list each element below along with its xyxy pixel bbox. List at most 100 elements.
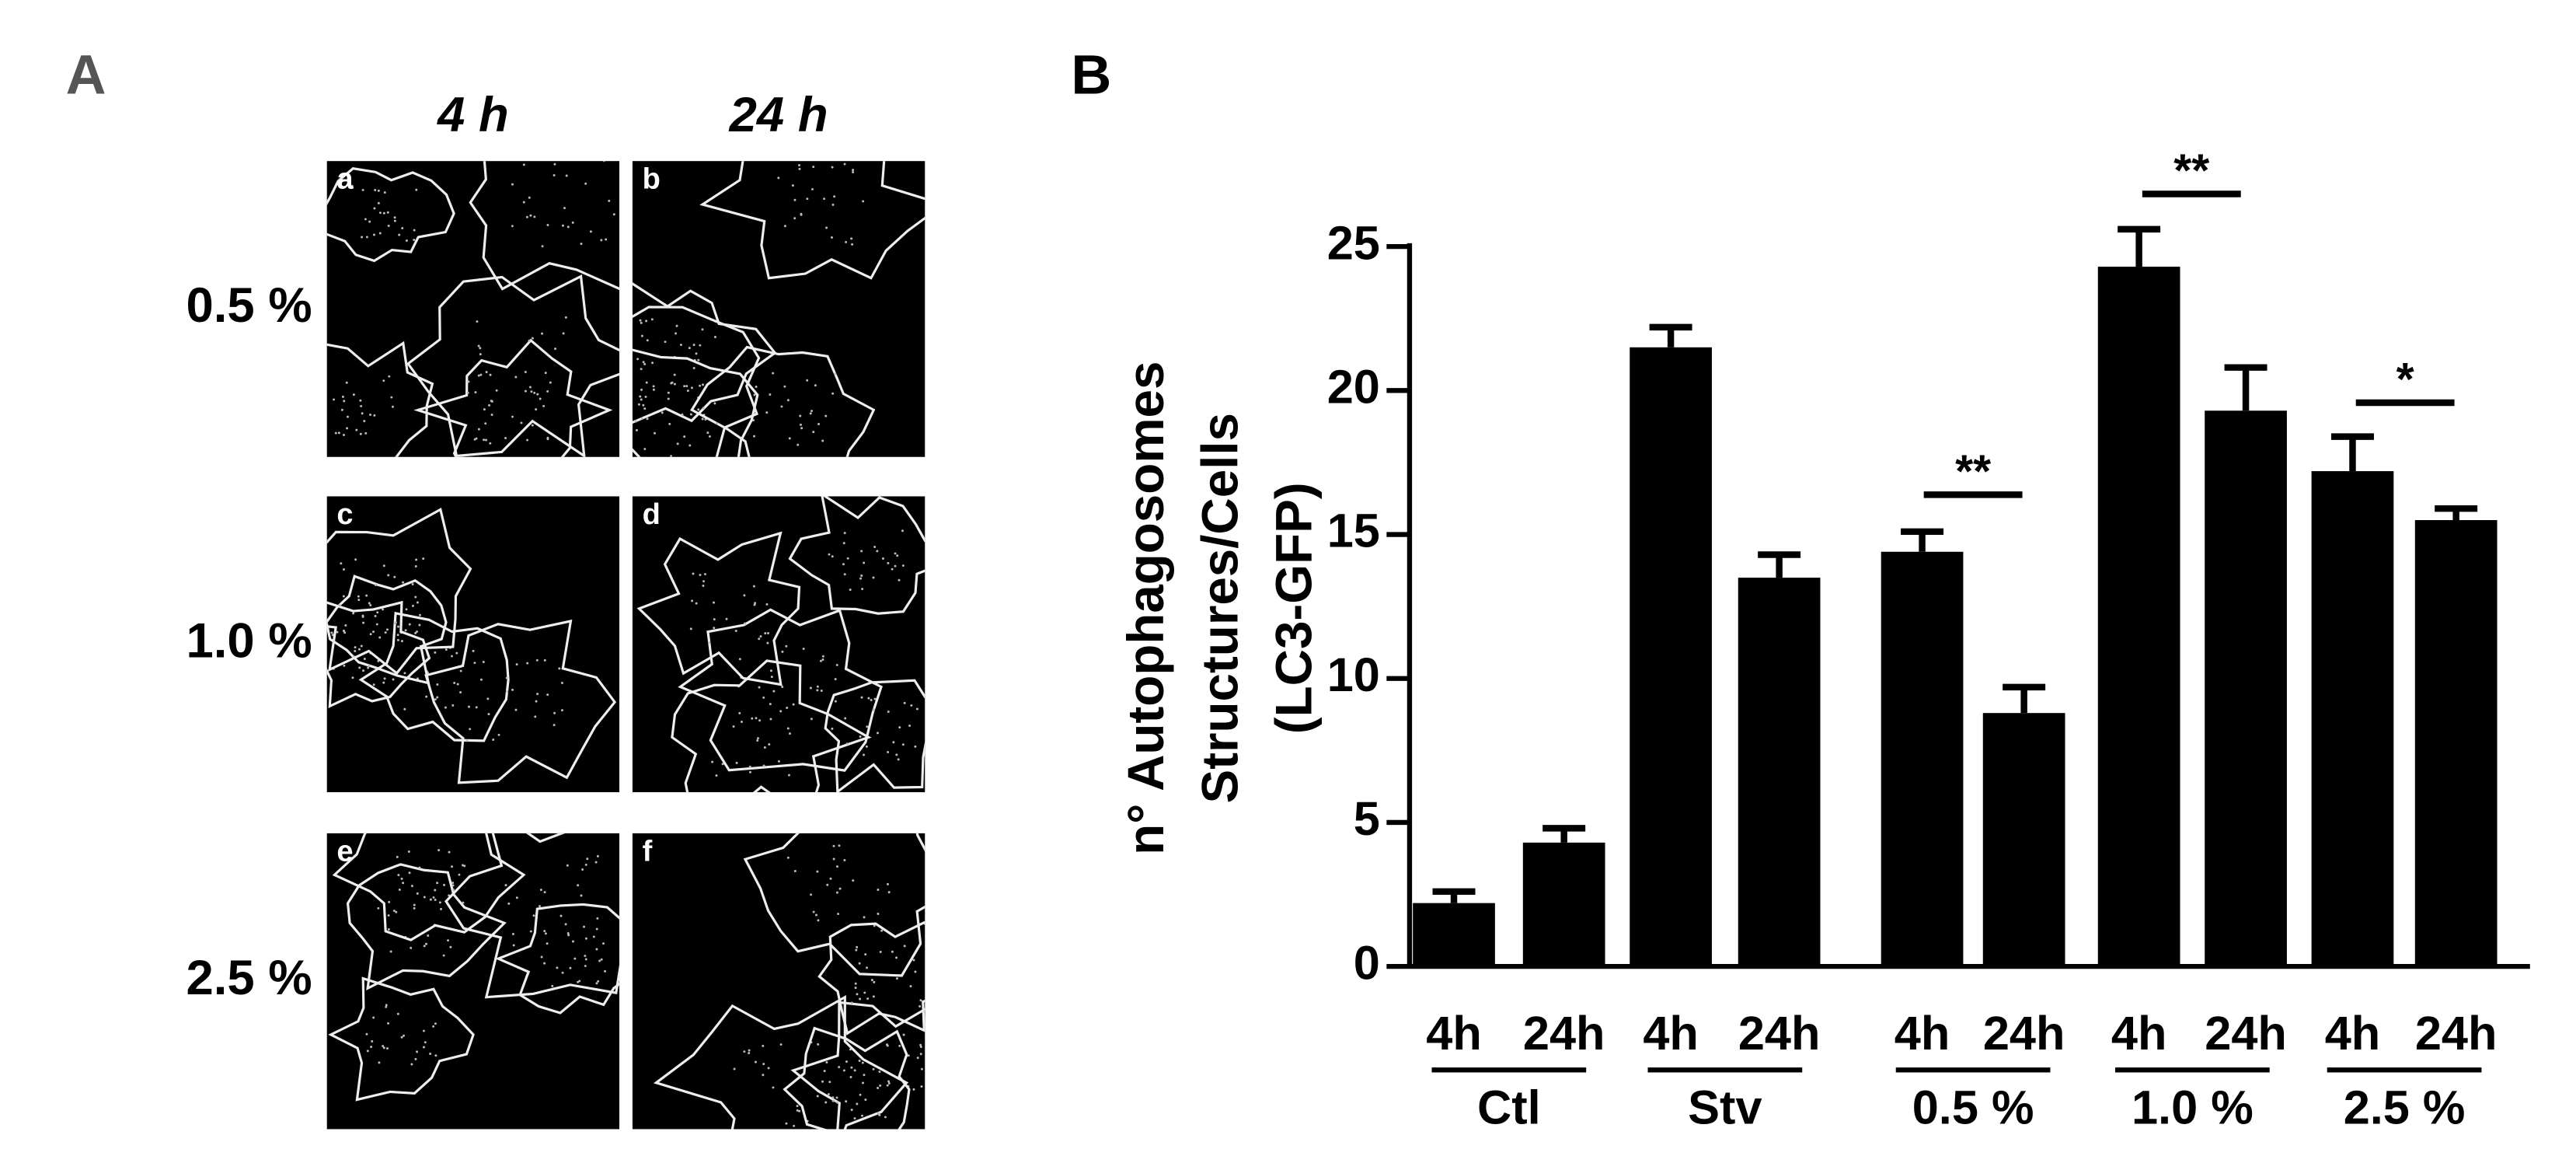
speckle <box>891 950 894 953</box>
speckle <box>629 416 632 418</box>
speckle <box>451 865 454 868</box>
bar <box>1738 578 1821 967</box>
speckle <box>354 646 357 649</box>
speckle <box>783 385 786 388</box>
speckle <box>887 751 890 753</box>
speckle <box>785 644 788 648</box>
speckle <box>394 620 397 623</box>
speckle <box>788 437 791 440</box>
speckle <box>786 707 789 709</box>
panel-label: A <box>66 44 106 106</box>
speckle <box>829 877 832 880</box>
speckle <box>673 382 676 386</box>
speckle <box>361 615 364 618</box>
speckle <box>338 603 341 606</box>
speckle <box>816 685 819 688</box>
speckle <box>806 197 809 201</box>
speckle <box>373 207 376 210</box>
speckle <box>853 1069 856 1072</box>
speckle <box>400 1036 403 1039</box>
speckle <box>427 934 430 937</box>
speckle <box>824 414 828 417</box>
speckle <box>708 435 711 438</box>
speckle <box>553 162 556 166</box>
speckle <box>769 718 772 721</box>
speckle <box>863 991 866 994</box>
speckle <box>842 542 845 545</box>
speckle <box>565 174 568 177</box>
speckle <box>483 408 486 411</box>
speckle <box>383 677 386 680</box>
group-label: Ctl <box>1477 1080 1541 1133</box>
speckle <box>440 907 442 910</box>
speckle <box>592 935 595 938</box>
speckle <box>546 389 549 393</box>
y-axis-label: (LC3-GFP) <box>1265 482 1322 734</box>
y-tick-label: 15 <box>1327 504 1380 557</box>
speckle <box>360 404 363 407</box>
speckle <box>861 1114 863 1117</box>
speckle <box>492 739 495 741</box>
speckle <box>702 580 706 583</box>
speckle <box>675 332 678 335</box>
speckle <box>597 980 600 983</box>
speckle <box>526 438 529 442</box>
speckle <box>382 564 385 568</box>
speckle <box>368 665 371 668</box>
bar <box>1881 551 1964 967</box>
speckle <box>416 601 419 604</box>
speckle <box>482 661 485 663</box>
y-axis-label: Structures/Cells <box>1191 413 1248 803</box>
bar <box>2311 471 2394 967</box>
speckle <box>866 725 869 728</box>
speckle <box>817 422 821 425</box>
speckle <box>637 403 640 406</box>
speckle <box>849 1076 852 1078</box>
speckle <box>642 403 645 407</box>
speckle <box>636 358 640 361</box>
speckle <box>877 1086 880 1089</box>
speckle <box>524 389 527 393</box>
speckle <box>744 622 747 625</box>
speckle <box>707 641 710 644</box>
speckle <box>515 663 518 666</box>
speckle <box>673 373 676 376</box>
speckle <box>423 1046 425 1049</box>
speckle <box>842 1069 845 1072</box>
speckle <box>403 707 406 711</box>
speckle <box>732 725 735 728</box>
row-label: 2.5 % <box>186 951 312 1005</box>
speckle <box>544 932 547 935</box>
speckle <box>903 945 906 948</box>
speckle <box>485 371 488 374</box>
speckle <box>566 225 570 229</box>
x-tick-label: 4h <box>2111 1006 2167 1060</box>
speckle <box>354 650 357 653</box>
speckle <box>416 630 418 634</box>
speckle <box>758 686 761 689</box>
speckle <box>734 630 737 632</box>
speckle <box>351 676 354 679</box>
x-tick-label: 24h <box>1523 1006 1605 1060</box>
speckle <box>586 857 589 861</box>
speckle <box>584 965 587 968</box>
speckle <box>414 564 417 568</box>
speckle <box>436 696 439 699</box>
speckle <box>543 891 546 894</box>
speckle <box>816 870 819 873</box>
speckle <box>901 743 905 746</box>
speckle <box>372 233 375 236</box>
speckle <box>561 709 563 712</box>
speckle <box>748 1052 751 1055</box>
speckle <box>769 669 772 672</box>
speckle <box>852 879 855 882</box>
speckle <box>919 1046 922 1049</box>
speckle <box>810 410 814 413</box>
speckle <box>699 574 702 577</box>
panel-label: B <box>1071 44 1111 106</box>
speckle <box>639 395 642 398</box>
speckle <box>810 187 814 190</box>
speckle <box>816 689 819 692</box>
cell-outline <box>328 976 475 1102</box>
speckle <box>859 735 862 738</box>
